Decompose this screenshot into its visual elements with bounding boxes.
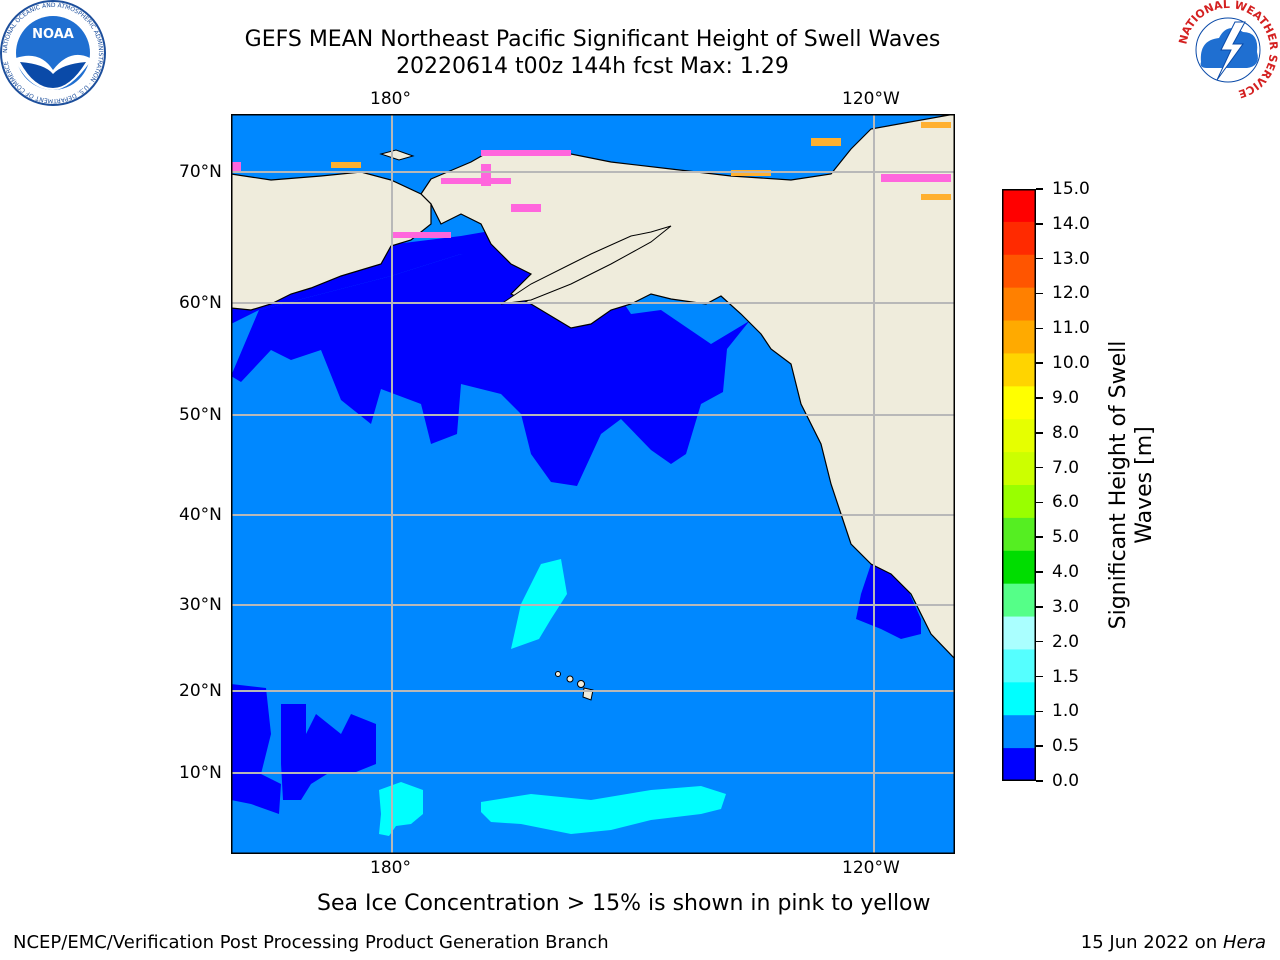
colorbar-tick-mark — [1036, 188, 1043, 190]
colorbar-tick-label: 10.0 — [1052, 353, 1090, 374]
colorbar-segment — [1002, 485, 1036, 519]
colorbar-segment — [1002, 452, 1036, 486]
colorbar-tick-label: 5.0 — [1052, 527, 1080, 548]
swell-region-equatorial — [481, 786, 726, 834]
sea-ice-markers — [231, 122, 951, 238]
lon-label-bottom-120w: 120°W — [842, 858, 900, 878]
colorbar-tick-label: 13.0 — [1052, 248, 1090, 269]
colorbar-tick-mark — [1036, 466, 1043, 469]
footer-date-text: 15 Jun 2022 on — [1080, 932, 1223, 953]
colorbar-tick-label: 11.0 — [1052, 318, 1090, 339]
colorbar-tick-mark — [1036, 571, 1043, 573]
colorbar-segment — [1002, 189, 1036, 223]
colorbar-tick-mark — [1036, 606, 1043, 608]
sea-ice-caption: Sea Ice Concentration > 15% is shown in … — [317, 891, 931, 916]
lat-label-10n: 10°N — [179, 763, 222, 783]
colorbar-segment — [1002, 649, 1036, 683]
graticule — [231, 114, 955, 854]
colorbar-tick-mark — [1036, 640, 1043, 643]
swell-region-line-islands — [379, 782, 423, 836]
noaa-logo: NATIONAL OCEANIC AND ATMOSPHERIC ADMINIS… — [0, 0, 106, 106]
colorbar-segment — [1002, 715, 1036, 749]
colorbar-tick-mark — [1036, 501, 1043, 504]
colorbar-tick-mark — [1036, 292, 1043, 295]
colorbar-segment — [1002, 682, 1036, 716]
chart-subtitle: 20220614 t00z 144h fcst Max: 1.29 — [396, 54, 789, 79]
colorbar-tick-mark — [1036, 432, 1043, 434]
colorbar-tick-label: 14.0 — [1052, 213, 1090, 234]
colorbar-tick-mark — [1036, 327, 1043, 330]
colorbar-segment — [1002, 221, 1036, 256]
colorbar-segment — [1002, 320, 1036, 354]
noaa-logo-text: NOAA — [32, 27, 74, 42]
colorbar-tick-mark — [1036, 257, 1043, 260]
colorbar-tick-label: 15.0 — [1052, 179, 1090, 199]
nws-logo: NATIONAL WEATHER SERVICE — [1177, 0, 1280, 100]
colorbar-tick-label: 12.0 — [1052, 283, 1090, 304]
colorbar — [1002, 189, 1036, 781]
colorbar-tick-label: 9.0 — [1052, 387, 1080, 408]
colorbar-tick-label: 0.5 — [1052, 736, 1080, 757]
swell-region-bering-gulf — [231, 234, 811, 486]
colorbar-segment — [1002, 616, 1036, 650]
colorbar-tick-mark — [1036, 675, 1043, 678]
colorbar-tick-mark — [1036, 780, 1043, 782]
colorbar-tick-label: 3.0 — [1052, 596, 1080, 617]
colorbar-tick-label: 6.0 — [1052, 492, 1080, 513]
colorbar-segment — [1002, 550, 1036, 585]
colorbar-tick-mark — [1036, 536, 1043, 538]
colorbar-tick-label: 1.5 — [1052, 666, 1080, 687]
lat-label-30n: 30°N — [179, 595, 222, 615]
lat-label-40n: 40°N — [179, 505, 222, 525]
footer-credit: NCEP/EMC/Verification Post Processing Pr… — [13, 932, 609, 953]
lon-label-top-180: 180° — [370, 89, 411, 109]
colorbar-tick-label: 0.0 — [1052, 771, 1080, 791]
colorbar-segment — [1002, 254, 1036, 289]
colorbar-label-line1: Significant Height of Swell — [1106, 340, 1131, 630]
chart-title: GEFS MEAN Northeast Pacific Significant … — [244, 27, 941, 52]
colorbar-tick-mark — [1036, 397, 1043, 399]
colorbar-segment — [1002, 419, 1036, 453]
lat-label-50n: 50°N — [179, 405, 222, 425]
lat-label-60n: 60°N — [179, 293, 222, 313]
lon-label-top-120w: 120°W — [842, 89, 900, 109]
footer-machine: Hera — [1222, 932, 1266, 953]
colorbar-segment — [1002, 748, 1036, 781]
colorbar-segment — [1002, 353, 1036, 387]
lat-label-70n: 70°N — [179, 162, 222, 182]
colorbar-tick-mark — [1036, 710, 1043, 713]
colorbar-tick-label: 1.0 — [1052, 701, 1080, 722]
map-frame — [231, 114, 955, 854]
colorbar-tick-label: 4.0 — [1052, 562, 1080, 583]
colorbar-tick-label: 8.0 — [1052, 422, 1080, 443]
colorbar-segment — [1002, 517, 1036, 552]
colorbar-tick-mark — [1036, 362, 1043, 364]
colorbar-tick-mark — [1036, 223, 1043, 225]
colorbar-tick-label: 7.0 — [1052, 457, 1080, 478]
map-panel — [231, 114, 955, 854]
footer-date: 15 Jun 2022 on Hera — [1081, 932, 1266, 954]
colorbar-segment — [1002, 583, 1036, 618]
swell-region-marshall — [281, 704, 376, 800]
lat-label-20n: 20°N — [179, 681, 222, 701]
lon-label-bottom-180: 180° — [370, 858, 411, 878]
colorbar-tick-mark — [1036, 745, 1043, 747]
land-alaska-canada — [420, 114, 955, 660]
colorbar-label-line2: Waves [m] — [1132, 426, 1157, 544]
swell-region-west-tropics — [231, 684, 281, 814]
colorbar-tick-label: 2.0 — [1052, 631, 1080, 652]
colorbar-segment — [1002, 287, 1036, 322]
land-alaska-peninsula — [500, 225, 672, 305]
colorbar-segment — [1002, 386, 1036, 420]
